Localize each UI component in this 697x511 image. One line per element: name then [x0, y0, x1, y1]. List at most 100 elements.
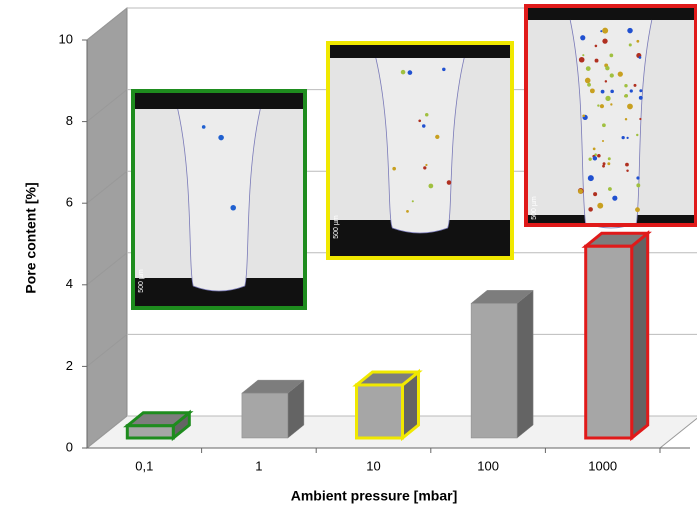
pore — [636, 176, 639, 179]
pore — [588, 175, 594, 181]
pore — [608, 157, 611, 160]
pore — [603, 162, 606, 165]
pore — [639, 56, 642, 59]
pore — [218, 135, 224, 141]
micrograph: 500 µm — [328, 43, 512, 258]
pore — [612, 196, 617, 201]
pore — [586, 66, 591, 71]
bar — [127, 426, 173, 438]
pore — [418, 119, 421, 122]
pore — [425, 164, 427, 166]
pore — [593, 192, 597, 196]
pore — [635, 207, 640, 212]
pore — [607, 162, 610, 165]
bar — [586, 246, 632, 438]
pore — [639, 96, 643, 100]
y-axis-title: Pore content [%] — [23, 182, 39, 293]
y-tick-label: 4 — [66, 276, 73, 291]
pore — [629, 43, 632, 46]
pore — [608, 187, 612, 191]
pore — [582, 54, 584, 56]
pore — [602, 165, 605, 168]
pore — [625, 118, 627, 120]
pore — [602, 123, 606, 127]
pore — [585, 78, 591, 84]
pore — [423, 166, 426, 169]
pore — [580, 35, 585, 40]
pore — [618, 71, 623, 76]
pore — [634, 84, 637, 87]
pore — [627, 28, 632, 33]
pore — [593, 148, 596, 151]
pore — [406, 210, 409, 213]
pore — [408, 70, 413, 75]
pore — [597, 104, 599, 106]
pore — [597, 203, 603, 209]
pore — [435, 135, 439, 139]
y-tick-label: 8 — [66, 113, 73, 128]
pore — [605, 80, 607, 82]
x-tick-label: 1 — [255, 458, 262, 473]
pore — [600, 30, 602, 32]
x-tick-label: 100 — [477, 458, 499, 473]
pore — [626, 137, 628, 139]
x-axis-title: Ambient pressure [mbar] — [291, 488, 457, 504]
pore — [579, 57, 585, 63]
plate-top — [526, 6, 696, 20]
pore — [587, 83, 591, 87]
x-tick-label: 0,1 — [135, 458, 153, 473]
pore — [636, 183, 640, 187]
pore — [605, 66, 609, 70]
pore — [447, 180, 452, 185]
pore — [595, 59, 599, 63]
pore — [588, 207, 593, 212]
scale-label: 500 µm — [531, 196, 538, 220]
pore — [588, 158, 591, 161]
scale-label: 500 µm — [333, 215, 340, 239]
bar-side — [632, 233, 648, 438]
pore — [230, 205, 236, 211]
pore — [597, 154, 601, 158]
pore — [600, 104, 604, 108]
pore — [602, 38, 607, 43]
pore — [602, 28, 608, 34]
side-wall — [87, 8, 127, 448]
pore — [602, 140, 604, 142]
pore — [639, 118, 641, 120]
pore — [627, 104, 633, 110]
pore — [593, 156, 597, 160]
chart: Pore content [%] Ambient pressure [mbar]… — [0, 0, 697, 511]
pore — [636, 134, 638, 136]
plate-top — [133, 91, 305, 109]
pore — [595, 45, 598, 48]
pore — [582, 114, 585, 117]
plate-top — [328, 43, 512, 58]
bar — [471, 303, 517, 438]
pore — [442, 68, 445, 71]
x-tick-label: 1000 — [588, 458, 617, 473]
x-tick-label: 10 — [366, 458, 380, 473]
pore — [401, 70, 406, 75]
pore — [428, 184, 433, 189]
pore — [412, 200, 414, 202]
pore — [610, 73, 614, 77]
scale-label: 500 µm — [138, 269, 145, 293]
pore — [625, 163, 629, 167]
pore — [639, 89, 642, 92]
y-tick-label: 2 — [66, 358, 73, 373]
pore — [622, 136, 625, 139]
pore — [610, 90, 614, 94]
pore — [630, 89, 633, 92]
pore — [624, 94, 628, 98]
bar — [242, 393, 288, 438]
pore — [202, 125, 206, 129]
bar — [357, 385, 403, 438]
y-tick-label: 0 — [66, 439, 73, 454]
pore — [425, 113, 429, 117]
y-tick-label: 6 — [66, 195, 73, 210]
pore — [610, 103, 612, 105]
pore — [590, 88, 595, 93]
pore — [636, 40, 639, 43]
micrograph: 500 µm — [133, 91, 305, 308]
pore — [578, 189, 583, 194]
